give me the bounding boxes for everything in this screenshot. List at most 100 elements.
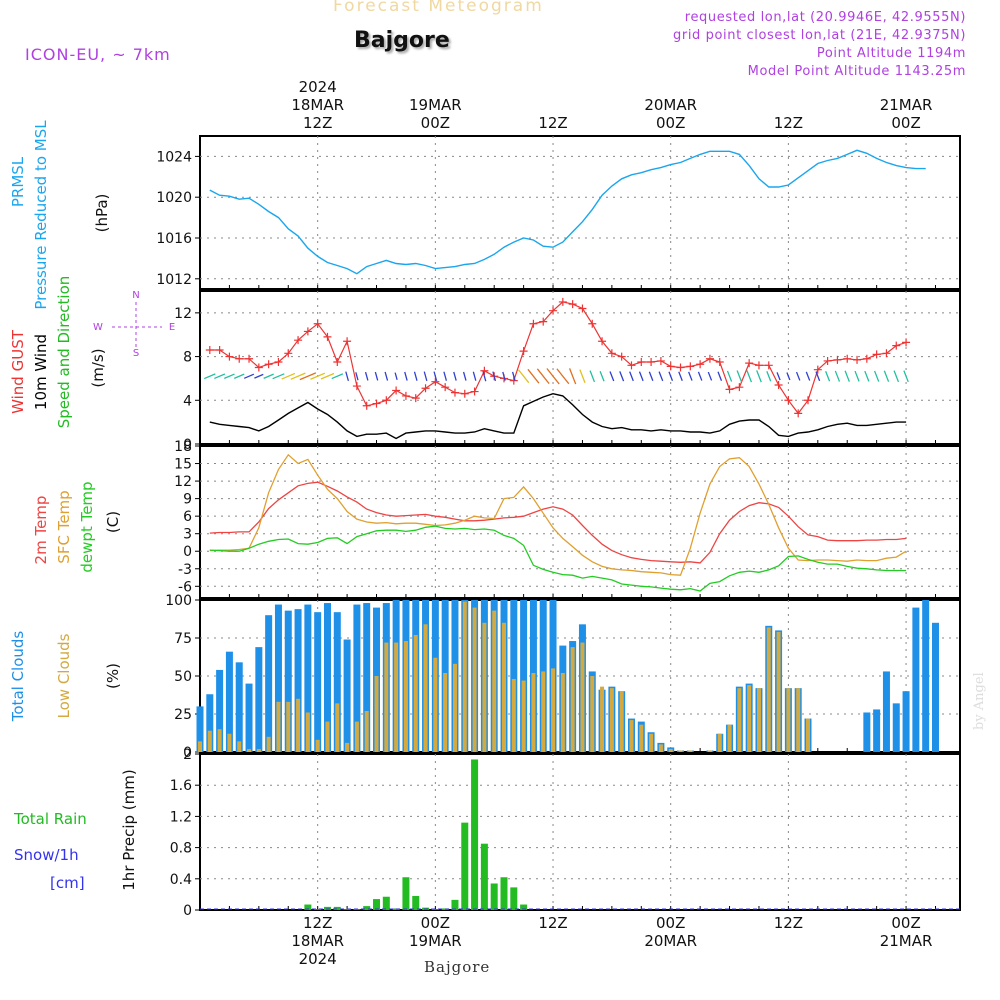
rain-bar (382, 896, 390, 910)
gust-marker (284, 349, 293, 358)
wind-arrow (364, 371, 369, 381)
rain-bar (373, 899, 381, 910)
gust-marker (647, 358, 656, 367)
rain-bar (323, 906, 331, 910)
wind-arrow (374, 371, 379, 381)
bottom-time-label: 12Z (774, 914, 803, 932)
low-clouds-bar (266, 736, 271, 752)
meteogram-title: Forecast Meteogram (333, 0, 544, 16)
wind-arrow (815, 371, 821, 382)
wind-arrow (443, 371, 448, 381)
bottom-time-label: 2024 (299, 950, 337, 968)
wind-dir-label: Speed and Direction (55, 276, 73, 429)
gust-marker (392, 386, 401, 395)
top-time-label: 12Z (538, 114, 567, 132)
y-tick-label: 9 (183, 492, 192, 508)
top-time-label: 19MAR (409, 96, 462, 114)
rain-bar (353, 909, 361, 910)
low-clouds-bar (374, 676, 379, 752)
total-clouds-bar (216, 669, 224, 752)
wind-arrow (883, 370, 890, 382)
wind-arrow (233, 373, 245, 379)
gust-marker (294, 336, 303, 345)
wind-arrow (310, 372, 326, 380)
y-tick-label: -3 (178, 562, 192, 578)
gust-marker (872, 350, 881, 359)
snow-unit: [cm] (50, 874, 85, 892)
rain-bar (471, 759, 479, 910)
low-clouds-bar (629, 720, 634, 752)
low-clouds-bar (462, 601, 467, 752)
wind-arrow (726, 370, 733, 382)
y-tick-label: 12 (174, 306, 192, 322)
gust-marker (470, 387, 479, 396)
y-tick-label: 18 (174, 439, 192, 455)
rain-bar (490, 883, 498, 910)
wind-arrow (214, 373, 226, 380)
low-clouds-bar (472, 607, 477, 752)
requested-point: requested lon,lat (20.9946E, 42.9555N) (684, 10, 966, 25)
total-clouds-bar (274, 604, 282, 752)
low-clouds-bar (443, 672, 448, 752)
gust-marker (460, 389, 469, 398)
low-clouds-bar (786, 688, 791, 752)
wind-arrow (204, 373, 216, 380)
y-tick-label: 12 (174, 474, 192, 490)
total-clouds-bar (922, 600, 930, 752)
wind-arrow (546, 368, 560, 385)
low-clouds-label: Low Clouds (55, 633, 73, 718)
wind-arrow (290, 372, 306, 380)
wind-arrow (355, 372, 359, 381)
wind-arrow (517, 369, 530, 384)
gust-marker (245, 354, 254, 363)
low-clouds-bar (551, 668, 556, 752)
rain-bar (431, 909, 439, 910)
y-tick-label: 8 (183, 350, 192, 366)
low-clouds-bar (256, 748, 261, 752)
bottom-time-label: 12Z (538, 914, 567, 932)
low-clouds-bar (600, 686, 605, 752)
y-tick-label: 0 (183, 437, 192, 453)
low-clouds-bar (707, 750, 712, 752)
location-title: Bajgore (354, 28, 450, 53)
gust-marker (627, 361, 636, 370)
low-clouds-bar (276, 701, 281, 752)
wind-arrow (320, 372, 335, 380)
wind-arrow (281, 372, 296, 380)
low-clouds-bar (531, 672, 536, 752)
bottom-time-label: 18MAR (291, 932, 344, 950)
total-clouds-bar (873, 709, 881, 752)
compass-n: N (132, 290, 139, 301)
wind-arrow (404, 371, 408, 381)
y-tick-label: 6 (183, 509, 192, 525)
bottom-time-label: 00Z (656, 914, 685, 932)
low-clouds-bar (492, 610, 497, 752)
precip-panel: 0 0.4 0.8 1.2 1.6 2 (170, 747, 961, 919)
total-clouds-bar (225, 651, 233, 752)
wind-arrow (472, 371, 477, 381)
y-tick-label: 0 (183, 903, 192, 919)
wind-arrow (579, 369, 586, 384)
top-time-label: 18MAR (291, 96, 344, 114)
low-clouds-bar (207, 730, 212, 752)
low-clouds-bar (296, 698, 301, 752)
gust-marker (558, 297, 567, 306)
total-clouds-bar (333, 612, 341, 752)
gust-marker (754, 361, 763, 370)
low-clouds-bar (570, 647, 575, 752)
top-time-label: 2024 (299, 78, 337, 96)
wind-arrow (688, 371, 693, 381)
temp-sfc-label: SFC Temp (55, 490, 73, 563)
pressure-line (209, 149, 926, 275)
total-clouds-bar (510, 600, 518, 752)
wind-arrow (511, 371, 516, 381)
wind-arrow (384, 371, 389, 381)
wind-arrow (568, 368, 577, 385)
wind-arrow (864, 370, 870, 382)
pressure-frame (199, 135, 961, 290)
y-tick-label: 0.8 (170, 841, 192, 857)
low-clouds-bar (315, 739, 320, 752)
wind-arrow (536, 368, 550, 385)
wind-arrow (629, 371, 634, 382)
